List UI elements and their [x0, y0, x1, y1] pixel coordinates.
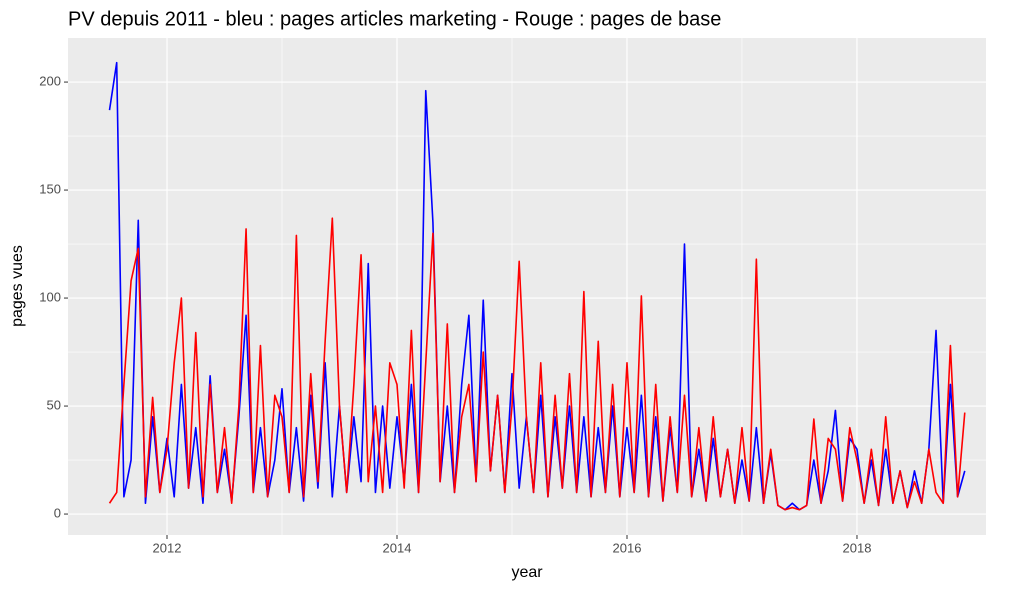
grid	[68, 38, 986, 535]
lines	[108, 61, 966, 511]
y-axis-label: pages vues	[9, 245, 26, 327]
y-tick-label: 50	[47, 397, 61, 412]
x-tick-label: 2014	[383, 540, 412, 555]
series-line	[108, 217, 966, 511]
y-tick-label: 0	[54, 505, 61, 520]
x-tick-label: 2012	[153, 540, 182, 555]
y-tick-label: 200	[39, 74, 61, 89]
x-tick-label: 2018	[843, 540, 872, 555]
y-tick-label: 100	[39, 289, 61, 304]
chart-title: PV depuis 2011 - bleu : pages articles m…	[68, 8, 721, 30]
x-tick-label: 2016	[613, 540, 642, 555]
axes: 0 50 100 150 200 2012 2014 2016 2018	[39, 74, 871, 556]
y-tick-label: 150	[39, 181, 61, 196]
x-axis-label: year	[511, 564, 543, 581]
